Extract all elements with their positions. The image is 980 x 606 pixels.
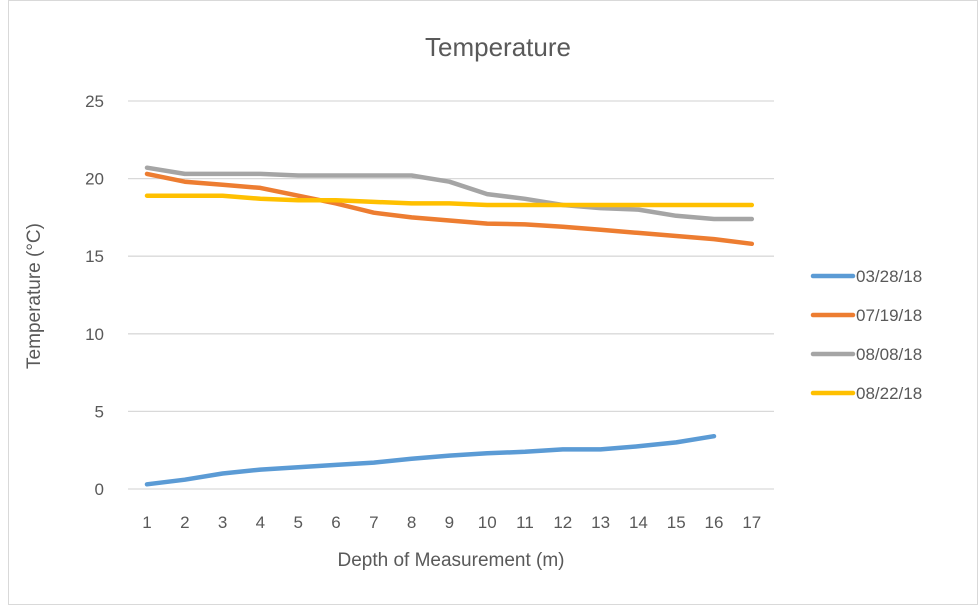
y-tick-label: 5 bbox=[95, 402, 104, 421]
series-lines bbox=[144, 165, 755, 487]
x-tick-label: 17 bbox=[742, 513, 761, 532]
x-tick-label: 8 bbox=[407, 513, 416, 532]
y-axis-title: Temperature (°C) bbox=[24, 223, 45, 369]
gridlines bbox=[128, 100, 774, 490]
y-tick-label: 20 bbox=[85, 170, 104, 189]
series-line-1 bbox=[144, 433, 717, 487]
legend-label-3: 08/08/18 bbox=[856, 345, 922, 364]
x-tick-label: 11 bbox=[516, 513, 534, 532]
x-tick-label: 14 bbox=[629, 513, 648, 532]
legend-label-1: 03/28/18 bbox=[856, 267, 922, 286]
x-tick-label: 6 bbox=[331, 513, 340, 532]
y-tick-label: 25 bbox=[85, 92, 104, 111]
x-tick-label: 15 bbox=[667, 513, 686, 532]
series-line-4 bbox=[144, 193, 755, 208]
chart-title: Temperature bbox=[425, 32, 571, 62]
legend: 03/28/18 07/19/18 08/08/18 08/22/18 bbox=[810, 267, 922, 403]
x-tick-label: 12 bbox=[553, 513, 572, 532]
x-tick-label: 7 bbox=[369, 513, 378, 532]
x-tick-label: 16 bbox=[705, 513, 724, 532]
series-line-2 bbox=[144, 171, 755, 247]
x-tick-label: 3 bbox=[218, 513, 227, 532]
y-tick-label: 15 bbox=[85, 247, 104, 266]
x-tick-label: 1 bbox=[142, 513, 151, 532]
legend-label-2: 07/19/18 bbox=[856, 306, 922, 325]
x-tick-label: 13 bbox=[591, 513, 610, 532]
series-line-3 bbox=[144, 165, 755, 222]
x-tick-label: 10 bbox=[478, 513, 497, 532]
x-axis-title: Depth of Measurement (m) bbox=[337, 550, 564, 571]
x-tick-label: 9 bbox=[445, 513, 454, 532]
y-tick-label: 0 bbox=[95, 480, 104, 499]
y-tick-label: 10 bbox=[85, 325, 104, 344]
legend-label-4: 08/22/18 bbox=[856, 384, 922, 403]
x-tick-label: 4 bbox=[256, 513, 265, 532]
x-tick-label: 5 bbox=[293, 513, 302, 532]
x-tick-label: 2 bbox=[180, 513, 189, 532]
